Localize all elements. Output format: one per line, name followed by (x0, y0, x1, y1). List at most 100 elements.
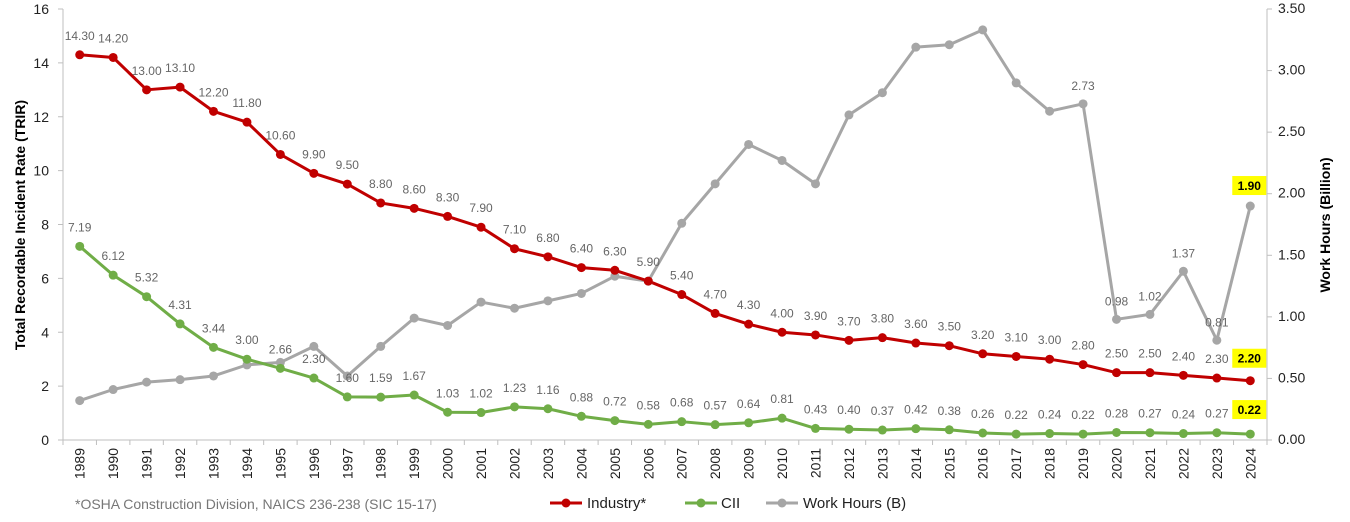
y2-tick-label: 2.00 (1278, 185, 1305, 201)
data-point (877, 88, 887, 98)
data-point (643, 276, 653, 286)
data-point (610, 416, 620, 426)
data-point (1112, 314, 1121, 324)
data-label: 2.50 (1105, 347, 1129, 361)
x-tick-label: 1993 (206, 448, 222, 479)
x-tick-label: 2015 (941, 448, 957, 479)
y2-tick-label: 1.50 (1278, 246, 1305, 262)
data-label: 6.30 (603, 244, 627, 258)
data-label: 1.03 (436, 386, 460, 400)
data-point (944, 425, 954, 435)
data-label: 3.00 (235, 333, 259, 347)
data-label: 3.20 (971, 328, 995, 342)
data-label: 0.37 (871, 404, 895, 418)
data-label: 11.80 (232, 96, 261, 110)
data-point (242, 354, 252, 364)
data-point (877, 425, 887, 435)
data-point (844, 424, 854, 434)
data-point (275, 149, 285, 159)
x-tick-label: 1990 (105, 448, 121, 479)
data-point (944, 341, 954, 351)
highlight-label: 0.22 (1238, 403, 1262, 417)
data-label: 0.42 (904, 403, 928, 417)
data-point (476, 297, 486, 307)
data-point (610, 265, 620, 275)
data-point (376, 341, 386, 351)
data-label: 1.02 (1138, 289, 1162, 303)
data-point (911, 42, 921, 52)
data-label: 0.22 (1071, 408, 1095, 422)
footnote: *OSHA Construction Division, NAICS 236-2… (75, 496, 437, 512)
data-label: 0.24 (1172, 408, 1196, 422)
data-point (978, 25, 988, 35)
data-point (844, 335, 854, 345)
data-point (1078, 360, 1088, 370)
x-tick-label: 1992 (172, 448, 188, 479)
data-point (510, 402, 519, 412)
y-tick-label: 2 (41, 378, 49, 394)
data-label: 0.26 (971, 407, 995, 421)
data-label: 4.00 (770, 306, 794, 320)
data-label: 1.23 (503, 381, 527, 395)
y2-tick-label: 1.00 (1278, 308, 1305, 324)
data-label: 0.68 (670, 396, 694, 410)
y2-tick-label: 3.00 (1278, 62, 1305, 78)
data-point (811, 330, 820, 340)
data-label: 2.40 (1172, 349, 1196, 363)
highlight-label: 2.20 (1238, 352, 1262, 366)
data-point (476, 222, 486, 232)
data-point (1011, 429, 1021, 439)
chart-legend: Industry* CII Work Hours (B) (550, 495, 906, 512)
legend-label-cii: CII (721, 495, 740, 512)
data-label: 0.58 (637, 398, 661, 412)
data-point (1011, 351, 1021, 361)
data-label: 3.44 (202, 321, 226, 335)
y-tick-label: 10 (33, 163, 49, 179)
legend-item-work-hours: Work Hours (B) (766, 495, 906, 512)
data-point (911, 338, 921, 348)
data-point (443, 320, 453, 330)
data-label: 3.90 (804, 309, 828, 323)
data-point (175, 375, 185, 385)
data-point (777, 327, 787, 337)
data-label: 0.43 (804, 402, 828, 416)
data-point (1112, 427, 1121, 437)
data-label: 5.40 (670, 269, 694, 283)
data-point (543, 296, 553, 306)
data-point (710, 308, 720, 318)
data-label: 2.80 (1071, 339, 1095, 353)
x-tick-label: 1995 (272, 448, 288, 479)
data-label: 3.80 (871, 312, 895, 326)
x-tick-label: 2005 (607, 448, 623, 479)
data-point (175, 82, 185, 92)
y-axis-title: Total Recordable Incident Rate (TRIR) (12, 100, 28, 350)
data-point (744, 418, 754, 428)
data-point (1145, 428, 1155, 438)
data-point (209, 371, 218, 381)
x-tick-label: 1999 (406, 448, 422, 479)
x-tick-label: 2019 (1075, 448, 1091, 479)
series-line-industry- (79, 53, 1251, 383)
data-label: 0.72 (603, 395, 627, 409)
data-label: 13.00 (132, 64, 162, 78)
x-tick-label: 2012 (841, 448, 857, 479)
data-label: 1.59 (369, 371, 393, 385)
y-tick-label: 4 (41, 324, 49, 340)
data-label: 6.80 (536, 231, 560, 245)
data-point (443, 407, 453, 417)
data-point (142, 292, 152, 302)
data-point (1011, 78, 1021, 88)
data-point (275, 363, 285, 373)
x-tick-label: 2021 (1142, 448, 1158, 479)
y2-tick-label: 2.50 (1278, 123, 1305, 139)
x-tick-label: 2010 (774, 448, 790, 479)
data-point (1112, 368, 1121, 378)
data-point (510, 244, 519, 254)
data-point (309, 373, 319, 383)
data-point (108, 52, 118, 62)
y2-tick-label: 3.50 (1278, 0, 1305, 16)
data-point (108, 270, 118, 280)
data-label: 1.67 (402, 369, 426, 383)
data-label: 4.70 (703, 287, 727, 301)
